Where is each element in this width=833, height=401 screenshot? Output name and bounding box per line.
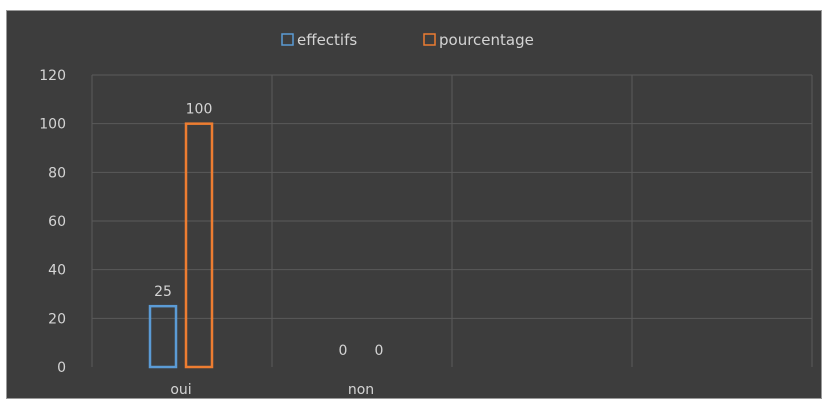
- gridlines: [91, 74, 813, 367]
- y-tick-label: 100: [39, 117, 66, 133]
- y-tick-label: 80: [48, 165, 66, 181]
- legend-swatch-pourcentage: [423, 33, 436, 46]
- x-category-label: oui: [170, 382, 191, 398]
- legend-label-effectifs: effectifs: [297, 31, 357, 49]
- legend-label-pourcentage: pourcentage: [439, 31, 534, 49]
- data-label-effectifs-oui: 25: [154, 284, 172, 300]
- data-labels: 25 100 0 0: [154, 102, 383, 359]
- y-tick-label: 0: [57, 360, 66, 376]
- data-label-pourcentage-oui: 100: [186, 102, 213, 118]
- x-axis-categories: oui non: [170, 382, 374, 398]
- legend-swatch-effectifs: [281, 33, 294, 46]
- y-tick-label: 40: [48, 263, 66, 279]
- legend: effectifs pourcentage: [281, 31, 534, 49]
- bar-pourcentage-oui: [184, 122, 214, 369]
- x-category-label: non: [348, 382, 374, 398]
- y-axis-ticks: 0 20 40 60 80 100 120: [39, 68, 66, 376]
- bar-effectifs-oui: [148, 304, 178, 369]
- y-tick-label: 120: [39, 68, 66, 84]
- data-label-pourcentage-non: 0: [375, 343, 384, 359]
- y-tick-label: 20: [48, 311, 66, 327]
- bars: [148, 122, 214, 369]
- y-tick-label: 60: [48, 214, 66, 230]
- data-label-effectifs-non: 0: [339, 343, 348, 359]
